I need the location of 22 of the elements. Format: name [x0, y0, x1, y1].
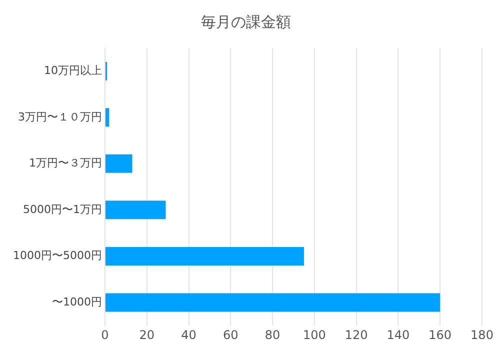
y-tick-label: 10万円以上: [44, 64, 102, 77]
x-tick-label: 0: [101, 328, 109, 342]
y-tick-label: 5000円〜1万円: [22, 202, 102, 216]
y-tick-label: 3万円〜１０万円: [18, 110, 102, 124]
y-tick-label: 〜1000円: [52, 295, 102, 308]
x-tick-label: 40: [181, 328, 196, 342]
x-tick-label: 180: [470, 328, 494, 342]
x-tick-label: 160: [428, 328, 452, 342]
x-tick-label: 120: [344, 328, 368, 342]
bar: [105, 154, 132, 173]
bar: [105, 293, 440, 312]
x-tick-label: 20: [139, 328, 155, 342]
bar: [105, 108, 110, 127]
bar: [105, 200, 166, 220]
bar: [105, 246, 304, 266]
x-tick-label: 80: [264, 328, 280, 342]
x-tick-label: 140: [386, 328, 410, 342]
y-tick-label: 1万円〜３万円: [28, 156, 102, 170]
chart-title: 毎月の課金額: [201, 12, 291, 31]
y-tick-label: 1000円〜5000円: [12, 249, 102, 262]
x-tick-label: 100: [302, 328, 326, 342]
x-tick-label: 60: [223, 328, 238, 342]
